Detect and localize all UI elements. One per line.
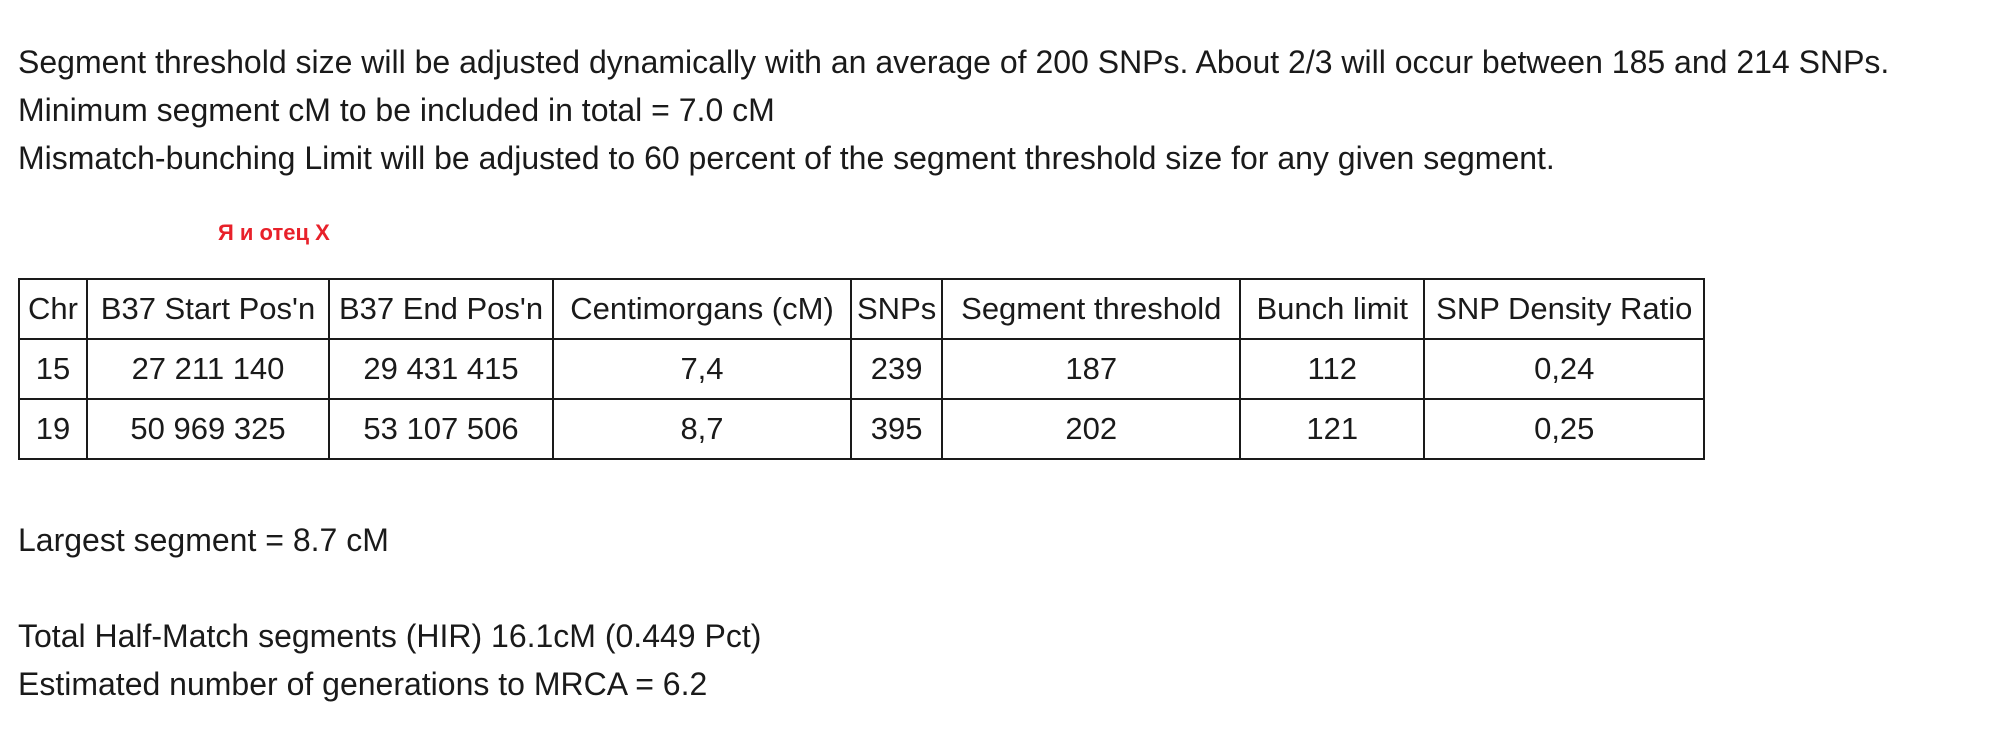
cell-snps: 395 [849,398,944,460]
largest-segment-block: Largest segment = 8.7 cM [18,516,1978,564]
header-bunch-limit: Bunch limit [1239,278,1426,340]
cell-start-pos: 50 969 325 [86,398,330,460]
cell-snps: 239 [849,338,944,400]
header-chr: Chr [18,278,88,340]
cell-centimorgans: 8,7 [552,398,852,460]
header-snps: SNPs [849,278,944,340]
table-row: 15 27 211 140 29 431 415 7,4 239 187 112… [18,338,1706,400]
header-end-pos: B37 End Pos'n [328,278,554,340]
cell-end-pos: 29 431 415 [328,338,554,400]
cell-segment-threshold: 202 [941,398,1242,460]
cell-segment-threshold: 187 [941,338,1242,400]
table-caption: Я и отец X [218,220,330,245]
header-snp-density-ratio: SNP Density Ratio [1423,278,1706,340]
header-start-pos: B37 Start Pos'n [86,278,330,340]
largest-segment-text: Largest segment = 8.7 cM [18,522,389,558]
cell-chr: 19 [18,398,88,460]
cell-centimorgans: 7,4 [552,338,852,400]
segments-table: Chr B37 Start Pos'n B37 End Pos'n Centim… [18,278,1706,460]
cell-start-pos: 27 211 140 [86,338,330,400]
cell-snp-density-ratio: 0,25 [1423,398,1706,460]
cell-snp-density-ratio: 0,24 [1423,338,1706,400]
cell-bunch-limit: 121 [1239,398,1426,460]
table-row: 19 50 969 325 53 107 506 8,7 395 202 121… [18,398,1706,460]
total-half-match-text: Total Half-Match segments (HIR) 16.1cM (… [18,618,762,654]
table-header-row: Chr B37 Start Pos'n B37 End Pos'n Centim… [18,278,1706,340]
generations-estimate-text: Estimated number of generations to MRCA … [18,666,708,702]
cell-chr: 15 [18,338,88,400]
intro-block: Segment threshold size will be adjusted … [18,38,1978,182]
header-centimorgans: Centimorgans (cM) [552,278,852,340]
cell-end-pos: 53 107 506 [328,398,554,460]
header-segment-threshold: Segment threshold [941,278,1242,340]
minimum-segment-text: Minimum segment cM to be included in tot… [18,92,775,128]
mismatch-bunching-text: Mismatch-bunching Limit will be adjusted… [18,140,1555,176]
threshold-description: Segment threshold size will be adjusted … [18,44,1890,80]
summary-block: Total Half-Match segments (HIR) 16.1cM (… [18,612,1978,708]
cell-bunch-limit: 112 [1239,338,1426,400]
